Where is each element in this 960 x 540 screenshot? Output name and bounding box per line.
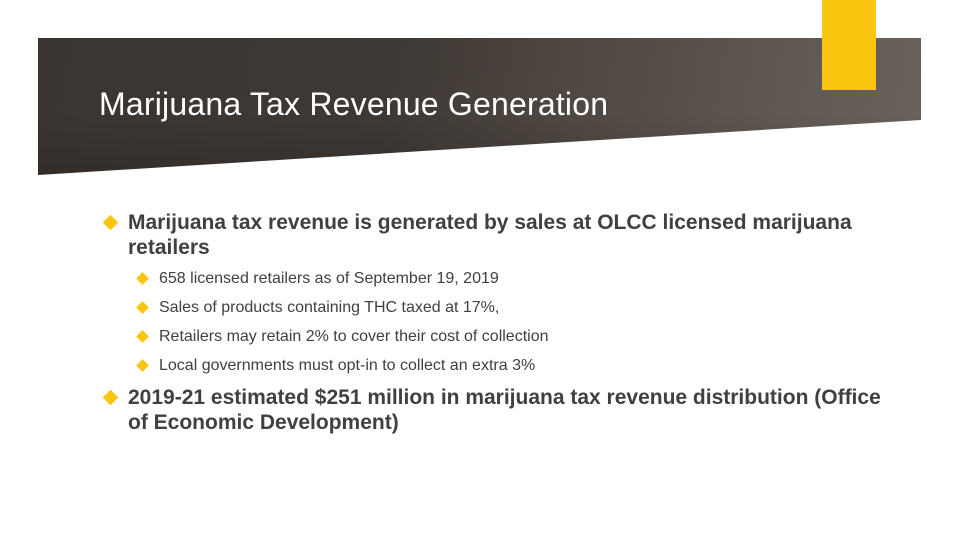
diamond-bullet-icon [136,330,149,343]
sub-bullet-item: 658 licensed retailers as of September 1… [135,269,902,289]
sub-bullet-text: 658 licensed retailers as of September 1… [159,270,499,287]
diamond-bullet-icon [102,214,119,231]
sub-bullet-item: Local governments must opt-in to collect… [135,356,902,376]
bullet-item: 2019-21 estimated $251 million in mariju… [102,385,902,435]
accent-bar [822,0,876,90]
diamond-bullet-icon [136,359,149,372]
title-band [38,38,921,175]
diamond-bullet-icon [136,272,149,285]
bullet-text: Marijuana tax revenue is generated by sa… [128,211,852,259]
sub-bullet-text: Retailers may retain 2% to cover their c… [159,328,549,345]
sub-bullet-text: Sales of products containing THC taxed a… [159,299,500,316]
bullet-item: Marijuana tax revenue is generated by sa… [102,210,902,260]
sub-bullet-item: Retailers may retain 2% to cover their c… [135,327,902,347]
sub-bullet-text: Local governments must opt-in to collect… [159,357,536,374]
diamond-bullet-icon [136,301,149,314]
bullet-text: 2019-21 estimated $251 million in mariju… [128,386,881,434]
sub-bullet-list: 658 licensed retailers as of September 1… [102,269,902,376]
diamond-bullet-icon [102,389,119,406]
slide-content: Marijuana tax revenue is generated by sa… [102,210,902,435]
sub-bullet-item: Sales of products containing THC taxed a… [135,298,902,318]
slide-title: Marijuana Tax Revenue Generation [99,86,609,122]
